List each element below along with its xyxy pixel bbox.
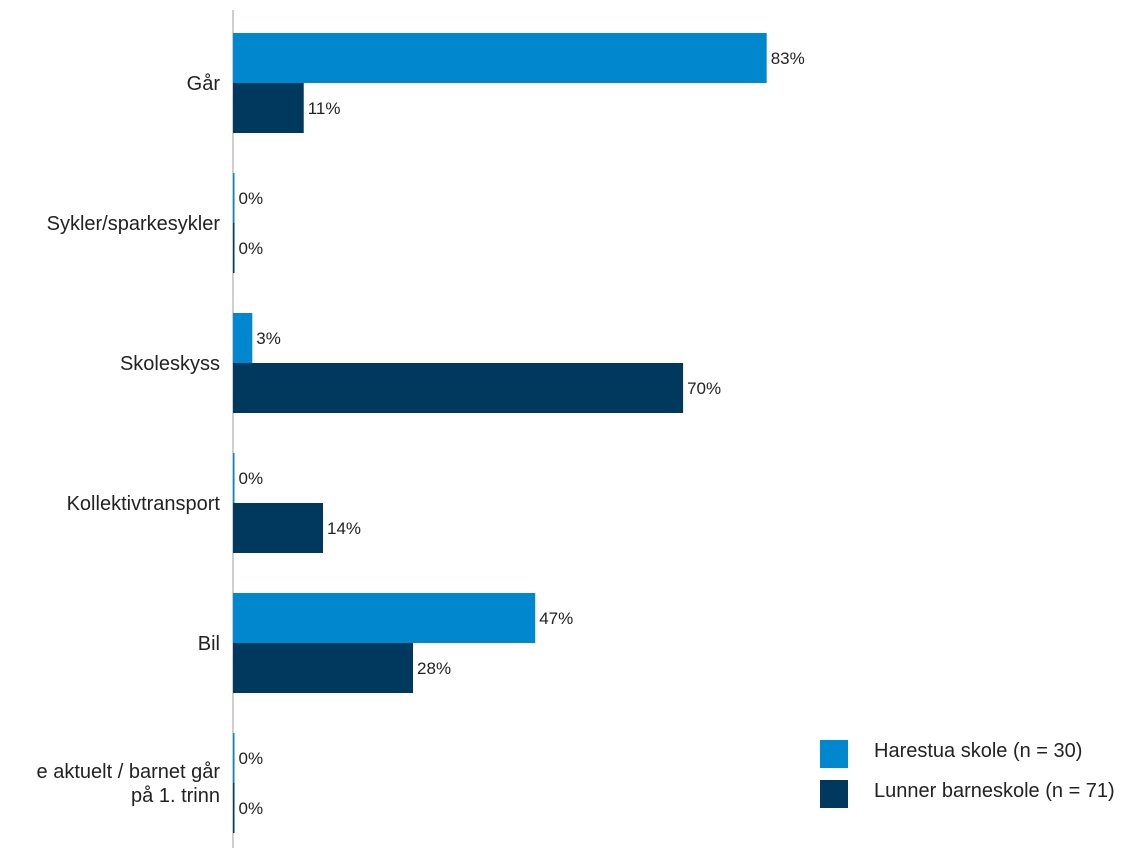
bar [233, 643, 414, 693]
data-label: 0% [239, 189, 264, 208]
category-label: på 1. trinn [131, 785, 220, 807]
bar [233, 783, 235, 833]
data-label: 11% [308, 99, 341, 118]
legend-item-lunner: Lunner barneskole (n = 71) [820, 778, 1130, 808]
legend-swatch-harestua [820, 740, 848, 768]
bar [233, 453, 235, 503]
data-label: 70% [687, 379, 721, 398]
bar [233, 503, 324, 553]
bar [233, 363, 684, 413]
legend-label-lunner: Lunner barneskole (n = 71) [874, 780, 1115, 802]
legend-swatch-lunner [820, 780, 848, 808]
category-label: Går [187, 73, 221, 95]
data-label: 0% [239, 799, 264, 818]
data-label: 47% [539, 609, 573, 628]
bar [233, 733, 235, 783]
data-label: 3% [256, 329, 281, 348]
bar [233, 313, 253, 363]
data-label: 83% [771, 49, 805, 68]
legend-label-harestua: Harestua skole (n = 30) [874, 740, 1083, 762]
legend-item-harestua: Harestua skole (n = 30) [820, 738, 1130, 768]
data-label: 0% [239, 469, 264, 488]
data-label: 0% [239, 239, 264, 258]
category-label: Skoleskyss [120, 353, 220, 375]
bar [233, 33, 767, 83]
bar [233, 593, 536, 643]
data-label: 0% [239, 749, 264, 768]
data-label: 14% [327, 519, 361, 538]
bar [233, 223, 235, 273]
category-label: e aktuelt / barnet går [37, 761, 221, 783]
category-label: Sykler/sparkesykler [47, 213, 221, 235]
legend: Harestua skole (n = 30) Lunner barneskol… [820, 738, 1130, 818]
bar [233, 83, 304, 133]
category-label: Bil [198, 633, 220, 655]
bar [233, 173, 235, 223]
data-label: 28% [417, 659, 451, 678]
category-label: Kollektivtransport [67, 493, 221, 515]
